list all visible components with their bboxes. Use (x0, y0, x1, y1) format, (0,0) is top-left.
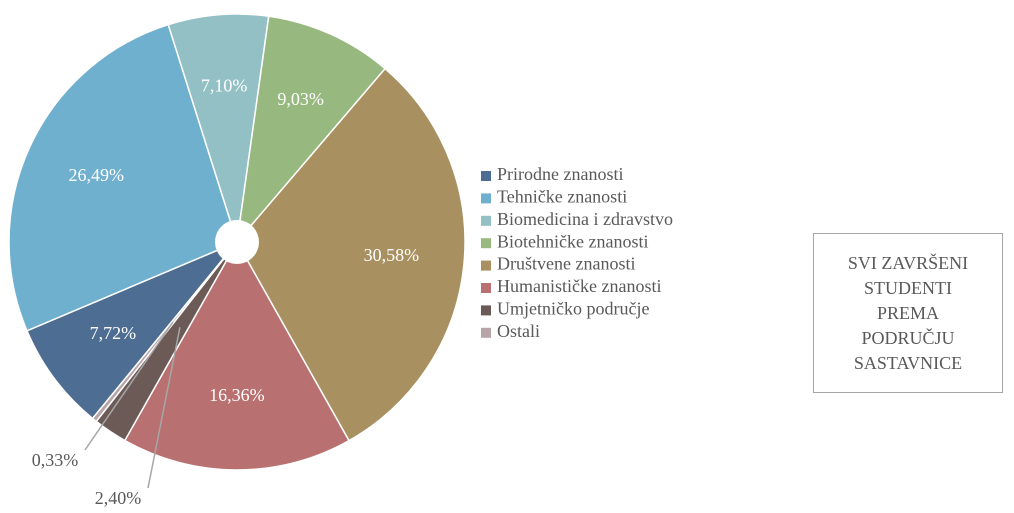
pie-hole (215, 220, 259, 264)
data-label: 30,58% (364, 245, 420, 265)
data-label: 7,10% (201, 76, 248, 96)
chart-title: SVI ZAVRŠENI STUDENTI PREMA PODRUČJU SAS… (813, 233, 1003, 393)
legend-label: Biotehničke znanosti (497, 231, 648, 251)
legend-label: Biomedicina i zdravstvo (497, 209, 673, 229)
legend-label: Tehničke znanosti (497, 187, 627, 207)
legend-swatch (481, 283, 491, 293)
pie-slice (91, 241, 238, 423)
data-label: 0,33% (32, 450, 79, 470)
data-label: 7,72% (90, 323, 137, 343)
data-label: 9,03% (277, 89, 324, 109)
data-label: 26,49% (68, 165, 124, 185)
legend-label: Ostali (497, 321, 540, 341)
legend-swatch (481, 260, 491, 271)
legend-swatch (481, 193, 491, 204)
leader-line (84, 321, 174, 451)
pie-slice (236, 67, 466, 442)
legend-swatch (481, 327, 491, 338)
legend-label: Humanističke znanosti (497, 276, 661, 296)
data-label: 2,40% (95, 488, 142, 508)
legend-label: Prirodne znanosti (497, 164, 623, 184)
legend-swatch (481, 238, 491, 249)
legend-label: Umjetničko područje (497, 299, 649, 319)
leader-line (147, 327, 181, 489)
pie-slice (167, 13, 270, 243)
pie-slice (26, 241, 238, 420)
data-label: 16,36% (209, 385, 265, 405)
legend-swatch (481, 305, 491, 316)
legend-label: Društvene znanosti (497, 254, 635, 274)
pie-slice (123, 240, 351, 471)
pie-slice (235, 15, 387, 245)
legend-swatch (481, 171, 491, 181)
legend-swatch (481, 215, 491, 226)
pie-slice (8, 23, 238, 332)
